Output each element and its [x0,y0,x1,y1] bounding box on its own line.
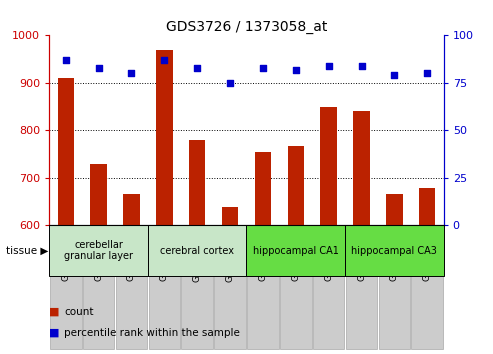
Text: percentile rank within the sample: percentile rank within the sample [64,328,240,338]
Bar [50,231,81,349]
Bar [148,225,246,276]
Point [292,67,300,73]
Text: ■: ■ [49,307,60,316]
Bar [156,50,173,225]
Text: ■: ■ [49,328,60,338]
Text: hippocampal CA1: hippocampal CA1 [253,246,339,256]
Bar [255,152,271,225]
Text: count: count [64,307,94,316]
Bar [181,231,213,349]
Bar [222,207,238,225]
Bar [90,164,107,225]
Bar [49,225,148,276]
Bar [214,231,246,349]
Bar [287,146,304,225]
Bar [320,107,337,225]
Point [390,73,398,78]
Point [62,57,70,63]
Point [160,57,168,63]
Bar [346,231,377,349]
Point [325,63,333,69]
Title: GDS3726 / 1373058_at: GDS3726 / 1373058_at [166,21,327,34]
Bar [353,112,370,225]
Bar [379,231,410,349]
Bar [313,231,345,349]
Bar [116,231,147,349]
Bar [83,231,114,349]
Text: cerebral cortex: cerebral cortex [160,246,234,256]
Point [128,70,136,76]
Text: hippocampal CA3: hippocampal CA3 [352,246,437,256]
Point [193,65,201,70]
Bar [280,231,312,349]
Bar [189,140,206,225]
Bar [246,225,345,276]
Text: tissue ▶: tissue ▶ [6,246,49,256]
Text: cerebellar
granular layer: cerebellar granular layer [64,240,133,262]
Point [95,65,103,70]
Bar [148,231,180,349]
Bar [58,78,74,225]
Bar [247,231,279,349]
Bar [412,231,443,349]
Bar [386,194,403,225]
Bar [419,188,435,225]
Point [259,65,267,70]
Point [226,80,234,86]
Point [357,63,365,69]
Bar [345,225,444,276]
Bar [123,194,140,225]
Point [423,70,431,76]
